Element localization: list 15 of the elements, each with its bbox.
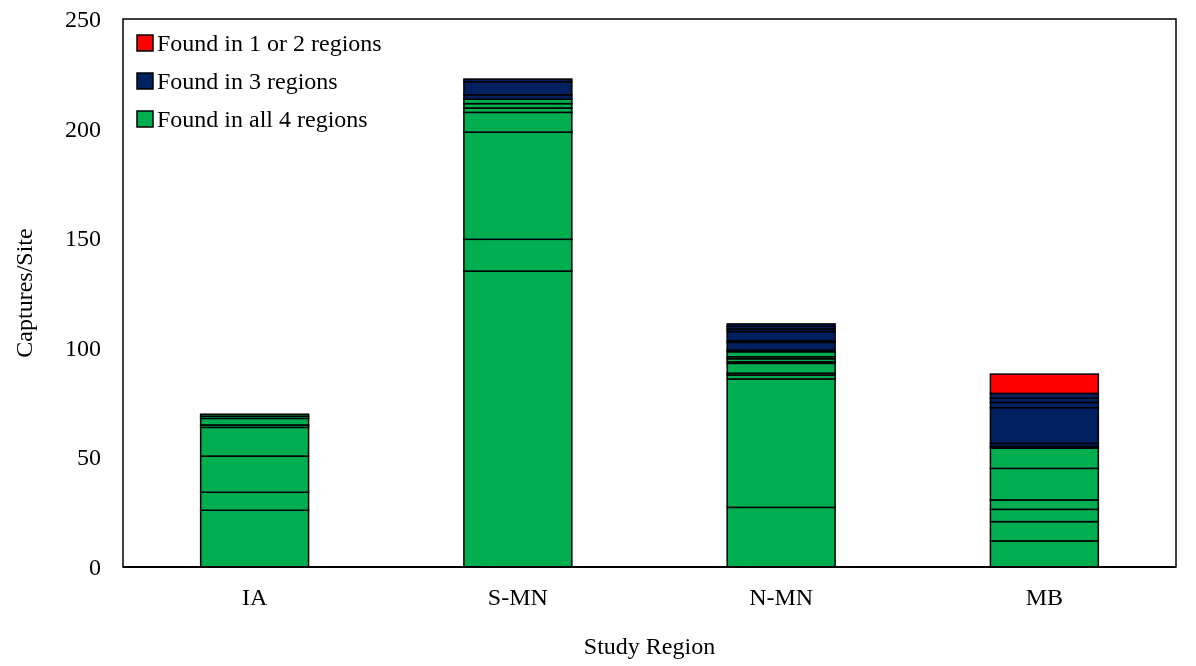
y-tick-label: 0 <box>89 554 101 580</box>
y-tick-label: 50 <box>77 444 101 471</box>
y-tick-label: 250 <box>65 6 101 32</box>
x-tick-label: N-MN <box>749 584 814 610</box>
legend-label: Found in all 4 regions <box>157 106 368 132</box>
x-tick-label: S-MN <box>487 584 548 610</box>
legend-label: Found in 1 or 2 regions <box>157 30 382 56</box>
legend-label: Found in 3 regions <box>157 68 338 94</box>
y-tick-label: 200 <box>65 115 101 142</box>
x-tick-label: IA <box>241 584 268 610</box>
x-axis-title: Study Region <box>583 633 716 659</box>
y-axis-title: Captures/Site <box>11 228 37 358</box>
x-tick-label: MB <box>1025 584 1064 610</box>
y-tick-label: 150 <box>65 225 101 252</box>
y-tick-label: 100 <box>65 334 101 361</box>
